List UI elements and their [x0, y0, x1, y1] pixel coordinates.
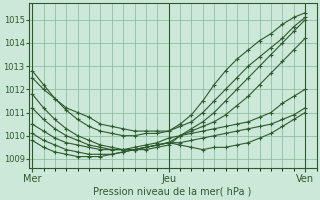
X-axis label: Pression niveau de la mer( hPa ): Pression niveau de la mer( hPa )	[93, 187, 252, 197]
